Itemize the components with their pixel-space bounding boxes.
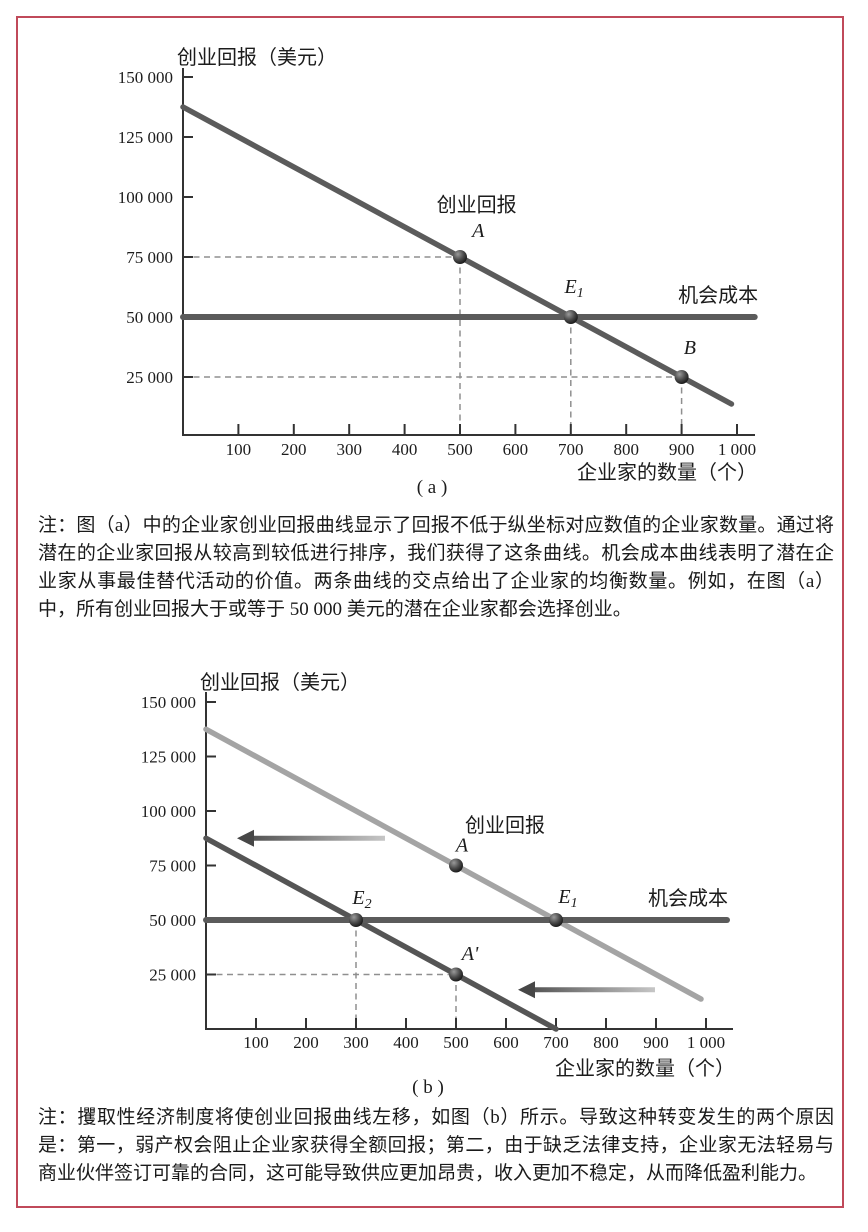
x-tick-label: 200 [293,1033,319,1052]
point-a-label: A [454,834,469,856]
chart-a-y-ticks: 25 000 50 000 75 000 100 000 125 000 150 000 [118,68,193,387]
y-tick-label: 75 000 [149,857,196,876]
x-tick-label: 100 [243,1033,269,1052]
y-tick-label: 50 000 [126,308,173,327]
arrowhead-icon [518,981,535,999]
point-a-label: A [470,220,485,242]
chart-a-guides [183,256,683,435]
x-tick-label: 900 [669,440,695,459]
x-tick-label: 900 [643,1033,669,1052]
y-tick-label: 150 000 [141,693,196,712]
y-tick-label: 25 000 [126,368,173,387]
x-tick-label: 500 [447,440,473,459]
y-tick-label: 100 000 [118,188,173,207]
x-tick-label: 300 [336,440,362,459]
chart-b-y-axis-title: 创业回报（美元） [200,671,360,694]
return-curve-label: 创业回报 [437,193,517,216]
chart-b-x-ticks: 100 200 300 400 500 600 700 800 900 1 000 [243,1018,725,1052]
x-tick-label: 300 [343,1033,369,1052]
y-tick-label: 25 000 [149,966,196,985]
chart-a-y-axis-title: 创业回报（美元） [177,46,337,69]
x-tick-label: 800 [593,1033,619,1052]
y-tick-label: 125 000 [141,748,196,767]
x-tick-label: 1 000 [687,1033,725,1052]
point-A [449,858,463,873]
x-tick-label: 400 [393,1033,419,1052]
chart-b-guides [206,920,457,1029]
chart-b-caption: ( b ) [412,1077,444,1098]
chart-b-x-axis-title: 企业家的数量（个） [555,1057,735,1080]
point-B [674,370,689,384]
x-tick-label: 100 [226,440,252,459]
return-curve-shifted [203,835,559,1032]
y-tick-label: 125 000 [118,128,173,147]
point-E₂ [349,913,363,927]
arrowhead-icon [237,829,254,847]
y-tick-label: 50 000 [149,911,196,930]
shift-left-arrow-upper [237,829,385,847]
y-tick-label: 100 000 [141,802,196,821]
point-a-prime-label: A' [460,943,479,965]
point-A' [449,967,463,982]
x-tick-label: 700 [543,1033,569,1052]
x-tick-label: 400 [392,440,418,459]
chart-a-x-axis-title: 企业家的数量（个） [577,461,757,484]
note-a: 注：图（a）中的企业家创业回报曲线显示了回报不低于纵坐标对应数值的企业家数量。通… [38,515,834,620]
chart-b-y-ticks: 25 000 50 000 75 000 100 000 125 000 150 000 [141,693,216,985]
x-tick-label: 600 [503,440,529,459]
opportunity-cost-label: 机会成本 [648,887,728,910]
shift-left-arrow-lower [518,981,655,999]
return-curve-label: 创业回报 [465,814,545,837]
x-tick-label: 200 [281,440,307,459]
x-tick-label: 600 [493,1033,519,1052]
y-tick-label: 150 000 [118,68,173,87]
opportunity-cost-label: 机会成本 [678,284,758,307]
point-E₁ [563,310,578,324]
chart-a-caption: ( a ) [417,477,448,498]
x-tick-label: 800 [613,440,639,459]
point-E₁ [549,913,563,927]
chart-a-x-ticks: 100 200 300 400 500 600 700 800 900 1 000 [226,424,756,459]
point-e1-label: E1 [557,886,577,911]
note-b: 注：攫取性经济制度将使创业回报曲线左移，如图（b）所示。导致这种转变发生的两个原… [38,1107,834,1184]
y-tick-label: 75 000 [126,248,173,267]
page-border [16,16,844,1208]
x-tick-label: 700 [558,440,584,459]
point-e1-label: E1 [564,276,584,301]
point-b-label: B [684,337,696,359]
point-e2-label: E2 [351,887,371,912]
x-tick-label: 500 [443,1033,469,1052]
point-A [453,250,467,264]
x-tick-label: 1 000 [718,440,756,459]
